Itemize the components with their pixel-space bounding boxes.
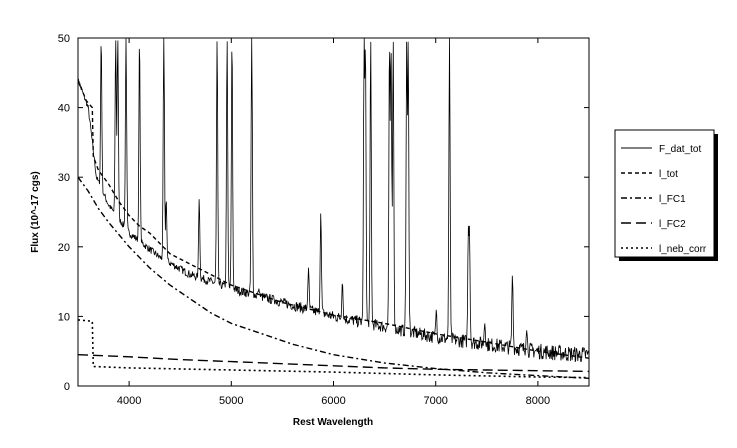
legend-box	[614, 129, 715, 258]
legend: F_dat_tot l_tot l_FC1 l_FC2 l_neb_corr	[621, 144, 707, 255]
y-tick-label: 50	[58, 33, 70, 45]
x-axis: 4000 5000 6000 7000 8000	[117, 38, 550, 407]
x-tick-label: 4000	[117, 395, 141, 407]
x-tick-label: 7000	[423, 395, 447, 407]
y-axis: 0 10 20 30 40 50	[58, 33, 589, 393]
legend-label: l_tot	[659, 169, 678, 180]
legend-label: l_neb_corr	[659, 244, 707, 255]
legend-label: l_FC1	[659, 194, 686, 205]
x-axis-title: Rest Wavelength	[293, 417, 373, 428]
series-l_FC2	[78, 354, 589, 373]
x-tick-label: 6000	[321, 395, 345, 407]
legend-label: F_dat_tot	[659, 144, 701, 155]
y-tick-label: 20	[58, 242, 70, 254]
series-l_tot	[78, 79, 589, 359]
y-tick-label: 0	[64, 381, 70, 393]
y-tick-label: 40	[58, 103, 70, 115]
plot-frame	[77, 37, 590, 387]
series-l_neb_corr	[78, 319, 589, 379]
x-tick-label: 5000	[219, 395, 243, 407]
y-axis-title: Flux (10^-17 cgs)	[30, 171, 41, 252]
series-F_dat_tot	[78, 38, 589, 363]
y-tick-label: 30	[58, 172, 70, 184]
y-tick-label: 10	[58, 311, 70, 323]
x-tick-label: 8000	[526, 395, 550, 407]
legend-label: l_FC2	[659, 219, 686, 230]
plot-area	[78, 38, 589, 379]
series-l_FC1	[78, 176, 589, 379]
